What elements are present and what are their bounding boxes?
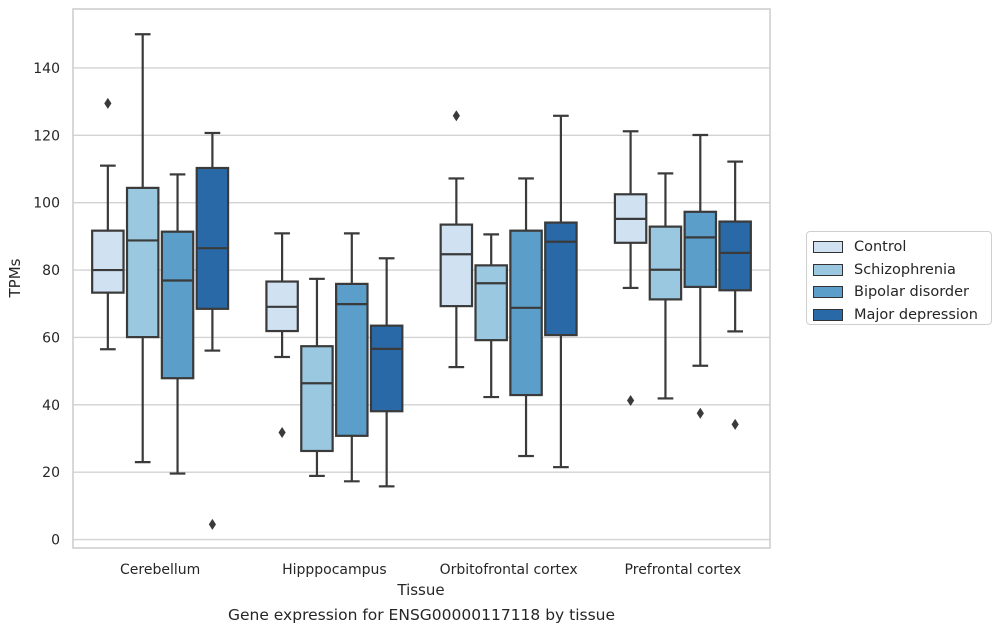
box-1-1: [300, 277, 334, 478]
legend: Control Schizophrenia Bipolar disorder Majo…: [806, 231, 992, 325]
box-0-3: [195, 131, 230, 530]
x-tick-label: Prefrontal cortex: [625, 562, 742, 578]
box-3-0: [613, 130, 648, 406]
outlier-point: [731, 418, 739, 430]
legend-item: Bipolar disorder: [813, 281, 991, 304]
plot-frame: [72, 8, 771, 549]
box-3-2: [683, 133, 718, 419]
outlier-point: [696, 407, 704, 419]
iqr-box: [509, 229, 543, 397]
box-2-1: [474, 233, 508, 399]
y-tick-label: 40: [42, 398, 60, 414]
box-2-2: [509, 177, 543, 458]
box-plot-area: [91, 33, 752, 530]
box-3-3: [718, 160, 752, 430]
x-tick-label: Orbitofrontal cortex: [440, 562, 578, 578]
y-tick-label: 100: [33, 196, 60, 212]
y-tick-label: 140: [33, 61, 60, 77]
iqr-box: [300, 345, 334, 453]
legend-label: Major depression: [854, 306, 978, 323]
box-1-2: [335, 232, 369, 483]
legend-item: Control: [813, 236, 991, 259]
y-axis-ticks: 0 20 40 60 80 100 120 140: [33, 61, 60, 549]
x-tick-label: Cerebellum: [120, 562, 200, 578]
x-tick-label: Hipppocampus: [282, 562, 387, 578]
iqr-box: [544, 221, 578, 337]
box-0-2: [160, 173, 195, 475]
iqr-box: [474, 264, 508, 342]
iqr-box: [195, 166, 230, 310]
x-axis-label: Tissue: [396, 581, 444, 599]
legend-label: Schizophrenia: [854, 261, 956, 278]
legend-swatch: [813, 263, 843, 276]
outlier-point: [452, 110, 460, 122]
x-axis-ticks: Cerebellum Hipppocampus Orbitofrontal cort…: [120, 562, 741, 578]
box-0-1: [125, 33, 160, 464]
y-tick-label: 80: [42, 263, 60, 279]
outlier-point: [208, 518, 216, 530]
y-tick-label: 60: [42, 330, 60, 346]
legend-item: Schizophrenia: [813, 259, 991, 282]
box-1-3: [369, 257, 404, 488]
iqr-box: [718, 220, 752, 292]
box-1-0: [265, 232, 299, 438]
iqr-box: [335, 282, 369, 437]
box-2-3: [544, 114, 578, 469]
iqr-box: [648, 225, 683, 301]
outlier-point: [278, 426, 286, 438]
iqr-box: [125, 186, 160, 339]
legend-label: Bipolar disorder: [854, 284, 969, 301]
figure-caption: Gene expression for ENSG00000117118 by t…: [227, 606, 616, 624]
outlier-point: [104, 97, 112, 109]
iqr-box: [91, 229, 125, 294]
legend-swatch: [813, 308, 843, 321]
y-tick-label: 0: [51, 533, 60, 549]
y-tick-label: 20: [42, 465, 60, 481]
iqr-box: [369, 324, 404, 413]
iqr-box: [683, 210, 718, 289]
iqr-box: [160, 230, 195, 380]
box-3-1: [648, 172, 683, 400]
legend-swatch: [813, 241, 843, 254]
legend-item: Major depression: [813, 304, 991, 327]
box-0-0: [91, 97, 125, 351]
legend-swatch: [813, 286, 843, 299]
y-tick-label: 120: [33, 128, 60, 144]
y-axis-label: TPMs: [6, 258, 24, 298]
box-2-0: [439, 110, 474, 369]
legend-label: Control: [854, 239, 907, 256]
iqr-box: [439, 223, 474, 308]
outlier-point: [627, 394, 635, 406]
